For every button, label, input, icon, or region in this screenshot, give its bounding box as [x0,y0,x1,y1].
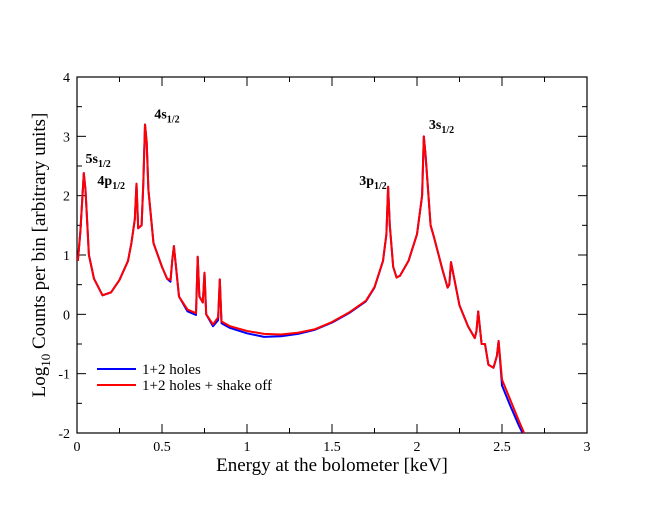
peak-label: 4p1/2 [97,174,125,192]
y-axis: -2 -1 0 1 2 3 4 [58,71,587,442]
series-layer [77,123,526,433]
peak-label: 3p1/2 [359,174,387,192]
x-tick-label: 2 [414,440,421,455]
peak-label-main: 4p [97,174,112,189]
y-axis-title-sub: 10 [38,354,53,367]
legend-label-shake-off: 1+2 holes + shake off [142,378,272,394]
x-tick-label: 0.5 [153,440,171,455]
y-axis-title-main: Log [29,366,50,397]
legend: 1+2 holes 1+2 holes + shake off [97,362,272,394]
y-axis-title: Log10 Counts per bin [arbitrary units] [29,113,53,398]
peak-label-main: 5s [86,152,99,167]
y-axis-title-rest: Counts per bin [arbitrary units] [29,113,50,354]
peak-label-sub: 1/2 [441,125,454,136]
x-tick-label: 2.5 [493,440,511,455]
peak-label-main: 3p [359,174,374,189]
peak-label-main: 3s [429,118,442,133]
peak-label-sub: 1/2 [167,115,180,126]
y-tick-label: 0 [63,308,70,323]
peak-label-sub: 1/2 [112,181,125,192]
peak-label-main: 4s [154,108,167,123]
x-axis-title: Energy at the bolometer [keV] [216,455,448,476]
y-tick-label: 2 [63,190,70,205]
peak-label: 3s1/2 [429,118,454,136]
peak-label: 5s1/2 [86,152,111,170]
series-line-shake-off [77,123,526,433]
peak-label-sub: 1/2 [98,159,111,170]
legend-label-1-2-holes: 1+2 holes [142,362,201,378]
y-tick-label: -1 [58,368,70,383]
x-tick-label: 3 [584,440,591,455]
peak-label: 4s1/2 [154,108,179,126]
y-tick-label: -2 [58,427,70,442]
x-tick-label: 1 [244,440,251,455]
x-tick-label: 1.5 [323,440,341,455]
x-axis: 0 0.5 1 1.5 2 2.5 3 [74,77,591,455]
y-tick-label: 1 [63,249,70,264]
y-tick-label: 4 [63,71,70,86]
peak-label-sub: 1/2 [374,181,387,192]
y-tick-label: 3 [63,130,70,145]
x-tick-label: 0 [74,440,81,455]
